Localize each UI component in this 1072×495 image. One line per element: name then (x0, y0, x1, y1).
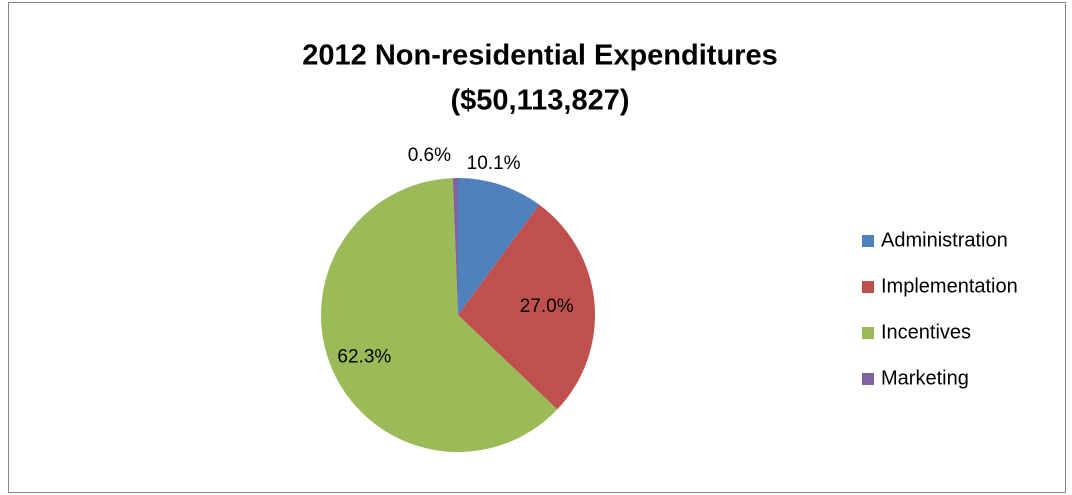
legend-swatch (862, 373, 874, 385)
pie-slice (458, 204, 595, 410)
pie-slice (320, 178, 558, 453)
pie-slice (458, 178, 540, 315)
legend-label: Implementation (881, 275, 1018, 297)
chart-title: ($50,113,827) (451, 85, 630, 117)
data-label: 0.6% (408, 145, 451, 166)
legend-swatch (862, 327, 874, 339)
legend-label: Incentives (881, 321, 971, 343)
data-label: 62.3% (337, 346, 391, 367)
pie-slice (452, 178, 458, 315)
legend-swatch (862, 281, 874, 293)
data-label: 10.1% (467, 153, 521, 174)
chart-title: 2012 Non-residential Expenditures (302, 40, 777, 72)
legend-label: Administration (881, 229, 1008, 251)
legend-label: Marketing (881, 367, 969, 389)
legend-swatch (862, 235, 874, 247)
data-label: 27.0% (520, 296, 574, 317)
